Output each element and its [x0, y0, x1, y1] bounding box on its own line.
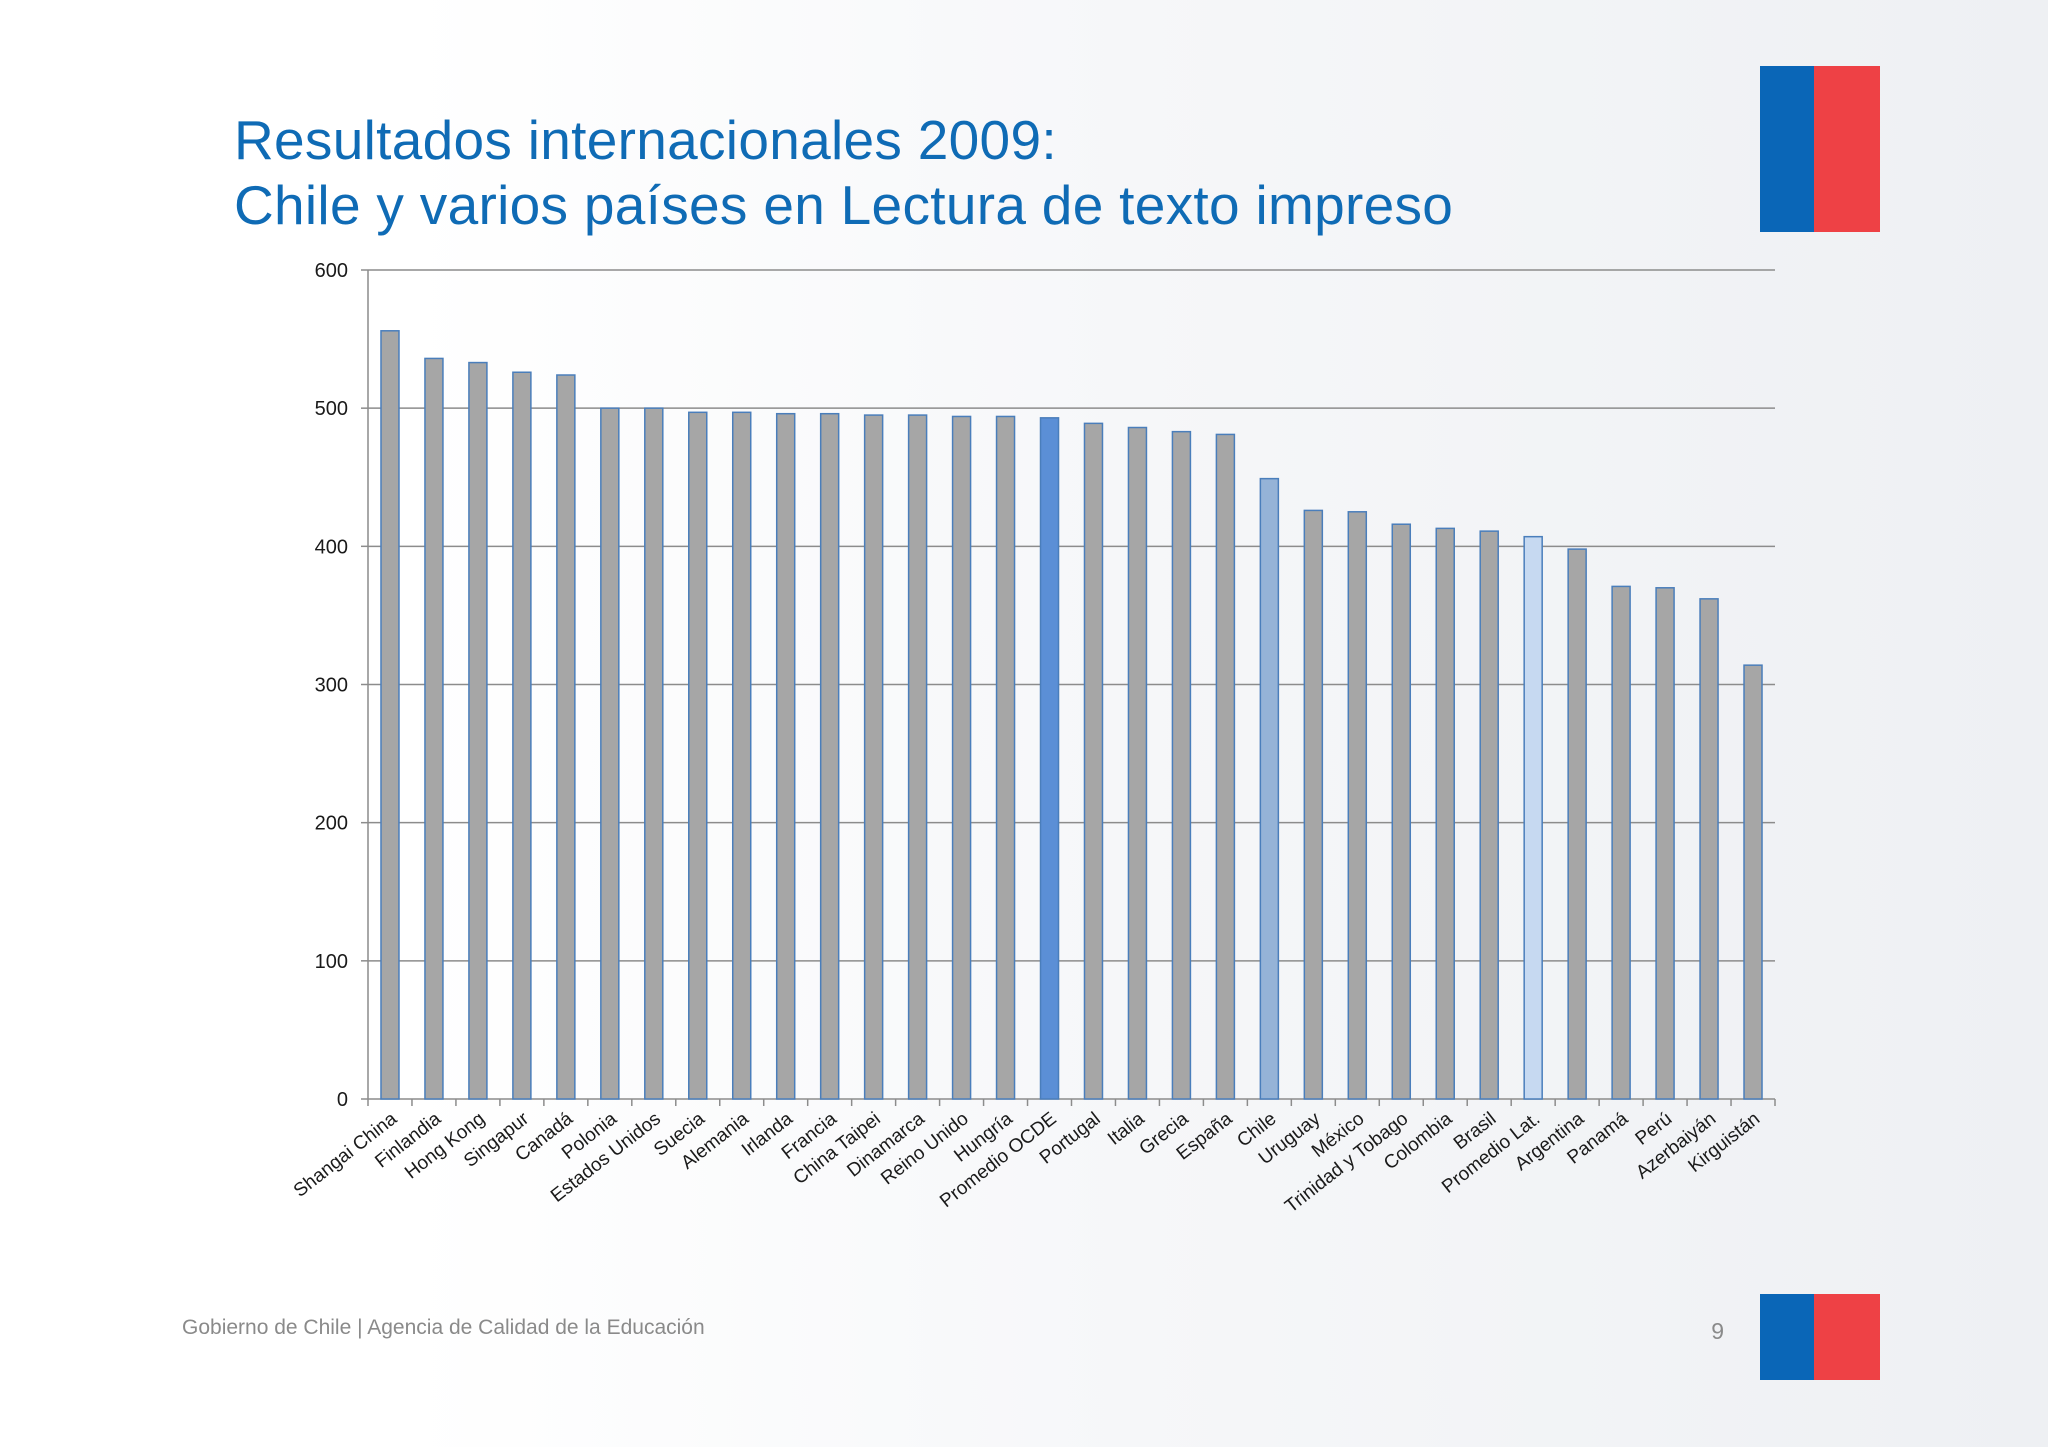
bar-italia: [1127, 426, 1148, 1100]
bar-finlandia: [424, 357, 444, 1100]
bar-suecia: [688, 411, 708, 1100]
bar-perú: [1655, 587, 1675, 1100]
bar-irlanda: [775, 412, 796, 1100]
bar-canadá: [556, 374, 576, 1100]
bar-polonia: [600, 407, 620, 1100]
slide-title-line-2: Chile y varios países en Lectura de text…: [234, 174, 1454, 236]
bar-singapur: [512, 371, 532, 1100]
y-tick-label: 600: [315, 260, 348, 282]
slide-title-line-1: Resultados internacionales 2009:: [234, 109, 1057, 171]
bar-hungría: [995, 415, 1016, 1100]
flag-blue-stripe: [1760, 1294, 1814, 1380]
flag-red-stripe: [1814, 1294, 1880, 1380]
flag-blue-stripe: [1760, 66, 1814, 232]
bar-reino-unido: [951, 415, 972, 1100]
bar-kirguistán: [1743, 664, 1763, 1100]
bar-promedio-lat-: [1523, 535, 1543, 1100]
bar-argentina: [1567, 548, 1587, 1100]
y-tick-label: 500: [315, 398, 348, 420]
bar-colombia: [1435, 527, 1455, 1100]
bar-chile: [1259, 477, 1280, 1100]
y-tick-label: 0: [337, 1089, 348, 1111]
footer-text: Gobierno de Chile | Agencia de Calidad d…: [182, 1316, 705, 1339]
bar-méxico: [1347, 511, 1368, 1100]
page-number: 9: [1711, 1318, 1724, 1344]
slide-title: Resultados internacionales 2009: Chile y…: [234, 108, 1684, 238]
y-tick-label: 100: [315, 951, 348, 973]
bar-brasil: [1479, 530, 1499, 1100]
bar-china-taipei: [863, 414, 884, 1100]
bar-uruguay: [1303, 509, 1324, 1100]
flag-red-stripe: [1814, 66, 1880, 232]
chile-flag-logo-bottom: [1760, 1294, 1880, 1380]
bar-dinamarca: [907, 414, 928, 1100]
bar-españa: [1215, 433, 1236, 1100]
bar-alemania: [731, 411, 752, 1100]
bar-panamá: [1611, 585, 1631, 1100]
bar-trinidad-y-tobago: [1391, 523, 1412, 1100]
y-tick-label: 400: [315, 536, 348, 558]
bar-promedio-ocde: [1039, 417, 1060, 1100]
bar-hong-kong: [468, 361, 488, 1100]
bar-portugal: [1083, 422, 1104, 1100]
bar-francia: [819, 412, 840, 1100]
bar-estados-unidos: [644, 407, 664, 1100]
bar-grecia: [1171, 430, 1192, 1100]
chile-flag-logo-top: [1760, 66, 1880, 232]
bar-azerbaiyán: [1699, 598, 1719, 1100]
y-tick-label: 300: [315, 675, 348, 697]
bar-shangai-china: [380, 330, 400, 1100]
y-tick-label: 200: [315, 813, 348, 835]
